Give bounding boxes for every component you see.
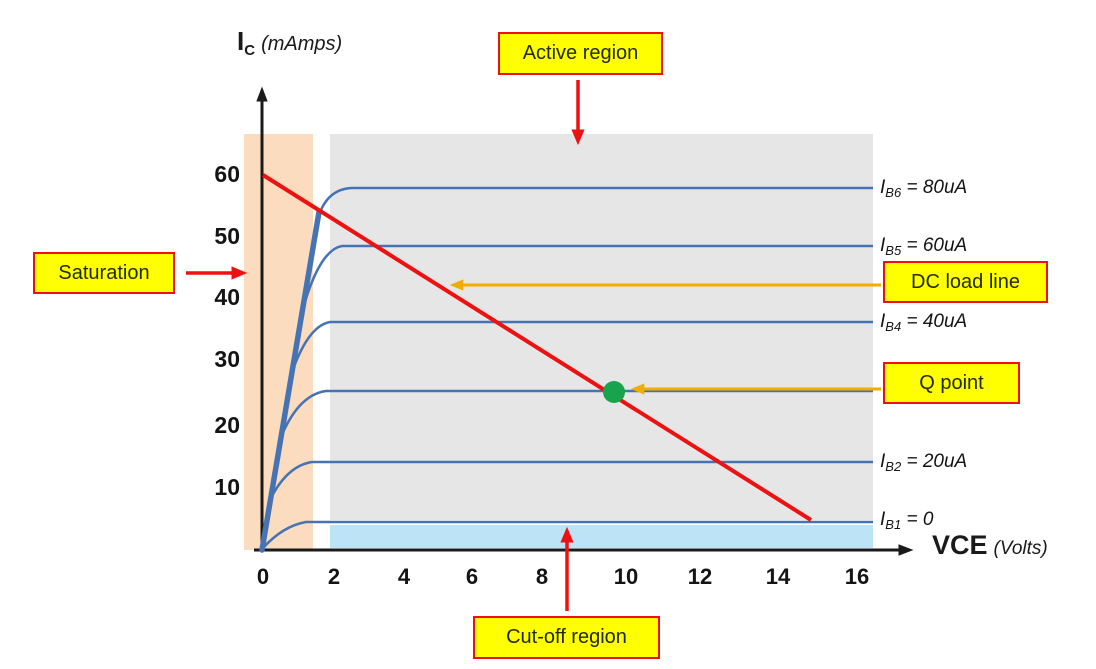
x-tick-8: 8	[535, 564, 549, 589]
x-axis-symbol: VCE	[932, 530, 988, 560]
x-axis-title: VCE (Volts)	[932, 530, 1048, 561]
curve-label-ib4-sub: B4	[885, 319, 902, 334]
x-tick-16: 16	[844, 564, 870, 589]
y-axis-symbol: I	[237, 26, 245, 56]
q-point-callout: Q point	[883, 362, 1020, 404]
y-tick-20: 20	[214, 412, 240, 438]
curve-ib3	[277, 389, 873, 443]
saturation-line	[259, 209, 322, 553]
curve-label-ib2-sub: B2	[885, 459, 902, 474]
curve-label-ib1-value: = 0	[901, 509, 934, 530]
curve-label-ib1-symbol: I	[880, 509, 886, 530]
dc-load-line-callout: DC load line	[883, 261, 1048, 303]
y-axis-unit: (mAmps)	[261, 33, 343, 55]
cutoff-region-band	[330, 525, 873, 548]
active-region-band	[330, 134, 873, 520]
ib-curves	[262, 186, 873, 549]
curve-label-ib6-symbol: I	[880, 177, 886, 198]
active-region-callout: Active region	[498, 32, 663, 75]
y-tick-10: 10	[214, 474, 240, 500]
saturation-region-band	[244, 134, 313, 550]
curve-ib6	[315, 186, 873, 223]
curve-ib1	[262, 520, 873, 549]
curve-label-ib6-value: = 80uA	[901, 177, 968, 198]
curve-label-ib5-symbol: I	[880, 235, 886, 256]
curve-label-ib5-sub: B5	[885, 243, 902, 258]
curve-label-ib2: IB2 = 20uA	[880, 449, 967, 480]
x-tick-2: 2	[327, 564, 341, 589]
curve-ib5	[300, 244, 873, 313]
y-tick-40: 40	[214, 284, 240, 310]
curve-label-ib1-sub: B1	[885, 517, 902, 532]
y-tick-50: 50	[214, 223, 240, 249]
curve-label-ib5: IB5 = 60uA	[880, 233, 967, 264]
y-tick-30: 30	[214, 346, 240, 372]
x-tick-14: 14	[765, 564, 791, 589]
y-tick-60: 60	[214, 161, 240, 187]
x-axis-unit: (Volts)	[993, 538, 1048, 559]
saturation-callout: Saturation	[33, 252, 175, 294]
curve-label-ib4: IB4 = 40uA	[880, 309, 967, 340]
curve-label-ib6: IB6 = 80uA	[880, 175, 967, 206]
y-axis-title: IC (mAmps)	[237, 26, 342, 59]
curve-label-ib2-value: = 20uA	[901, 451, 968, 472]
cutoff-region-callout: Cut-off region	[473, 616, 660, 659]
curve-label-ib1: IB1 = 0	[880, 507, 933, 538]
curve-label-ib6-sub: B6	[885, 185, 902, 200]
x-tick-10: 10	[613, 564, 639, 589]
curve-label-ib4-value: = 40uA	[901, 311, 968, 332]
q-point-dot	[603, 381, 625, 403]
x-tick-4: 4	[397, 564, 411, 589]
y-axis-symbol-sub: C	[244, 42, 256, 59]
x-tick-0: 0	[256, 564, 270, 589]
x-tick-6: 6	[465, 564, 479, 589]
x-tick-12: 12	[687, 564, 713, 589]
curve-label-ib4-symbol: I	[880, 311, 886, 332]
curve-label-ib5-value: = 60uA	[901, 235, 968, 256]
curve-ib4	[288, 320, 873, 379]
curve-ib2	[267, 460, 873, 503]
dc-load-line	[261, 173, 813, 522]
curve-label-ib2-symbol: I	[880, 451, 886, 472]
